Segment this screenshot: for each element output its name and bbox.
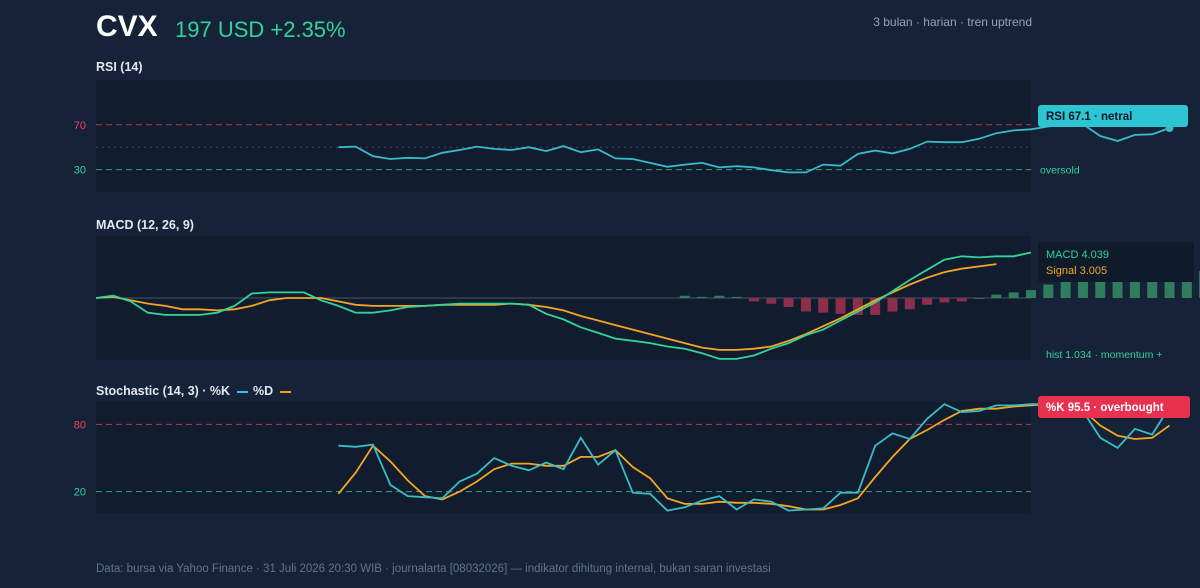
rsi-panel-bg: [96, 80, 1031, 192]
macd-hist-bar: [887, 298, 898, 312]
stochastic-panel-title: Stochastic (14, 3) · %K %D: [96, 384, 293, 398]
macd-hist-bar: [1164, 270, 1175, 298]
stochastic-title-text: Stochastic (14, 3) · %K: [96, 384, 231, 398]
timeframe-meta: 3 bulan · harian · tren uptrend: [873, 15, 1032, 29]
stoch-badge: [1038, 396, 1190, 418]
macd-hist-bar: [818, 298, 829, 313]
rsi-badge-text: RSI 67.1 · netral: [1046, 111, 1132, 123]
macd-hist-bar: [904, 298, 915, 310]
chart-header: CVX 197 USD +2.35% 3 bulan · harian · tr…: [0, 0, 1200, 60]
stoch-ref-label-20: 20: [74, 487, 86, 499]
macd-hist-bar: [1147, 270, 1158, 298]
macd-hist-bar: [974, 298, 985, 299]
macd-hist-bar: [1026, 290, 1036, 298]
stoch-badge-text: %K 95.5 · overbought: [1046, 402, 1164, 414]
signal-line: [95, 263, 997, 351]
macd-hist-bar: [1043, 284, 1054, 298]
d-legend-swatch: [279, 390, 291, 393]
rsi-oversold-label: oversold: [1040, 165, 1080, 177]
macd-hist-bar: [852, 298, 863, 315]
stoch-d-line: [337, 403, 1171, 511]
macd-hist-bar: [766, 298, 777, 304]
macd-hist-bar: [800, 298, 811, 312]
macd-hist-bar: [748, 298, 759, 302]
macd-hist-bar: [1077, 278, 1088, 298]
stoch-ref-label-80: 80: [74, 419, 86, 431]
macd-hist-bar: [1008, 292, 1019, 298]
macd-panel-title: MACD (12, 26, 9): [96, 218, 194, 232]
d-legend-label: %D: [253, 384, 274, 398]
rsi-ref-label-30: 30: [74, 165, 86, 177]
macd-hist-bar: [870, 298, 881, 315]
macd-hist-bar: [714, 295, 725, 298]
macd-hist-bar: [679, 295, 690, 298]
macd-hist-bar: [697, 296, 708, 298]
macd-hist-bar: [956, 298, 967, 302]
macd-line: [95, 251, 1032, 360]
hist-value-label: hist 1.034 · momentum +: [1046, 349, 1162, 361]
macd-hist-bar: [939, 298, 950, 303]
macd-hist-bar: [835, 298, 846, 314]
macd-value-label: MACD 4.039: [1046, 249, 1109, 261]
macd-hist-bar: [1181, 270, 1192, 298]
k-legend-swatch: [236, 390, 248, 393]
macd-hist-bar: [783, 298, 794, 308]
macd-hist-bar: [991, 294, 1002, 298]
macd-hist-bar: [1112, 276, 1123, 298]
stochastic-panel-bg: [96, 402, 1031, 514]
rsi-badge: [1038, 105, 1188, 127]
macd-hist-bar: [1095, 277, 1106, 298]
macd-hist-bar: [1129, 273, 1140, 298]
macd-hist-bar: [1060, 279, 1071, 298]
macd-hist-bar: [731, 296, 742, 298]
macd-value-box: [1038, 242, 1194, 282]
rsi-panel-title: RSI (14): [96, 60, 143, 74]
macd-hist-bar: [922, 298, 933, 305]
rsi-ref-label-70: 70: [74, 120, 86, 132]
rsi-line: [338, 123, 1170, 174]
price-change: 197 USD +2.35%: [175, 17, 346, 42]
stoch-k-line: [338, 403, 1171, 512]
footer-note: Data: bursa via Yahoo Finance · 31 Juli …: [96, 563, 771, 575]
ticker-symbol: CVX: [96, 10, 158, 43]
signal-value-label: Signal 3.005: [1046, 265, 1107, 277]
